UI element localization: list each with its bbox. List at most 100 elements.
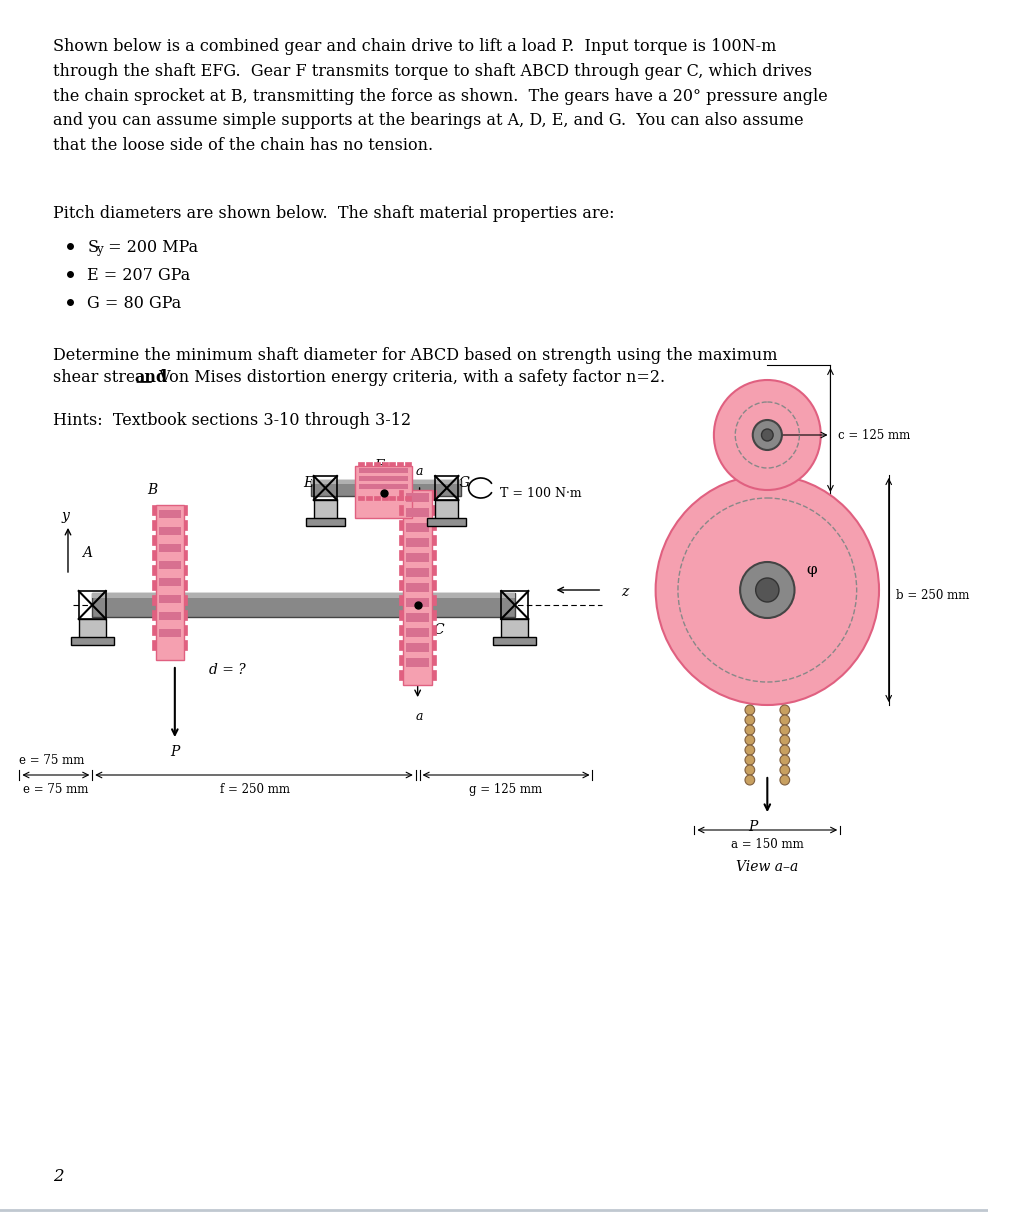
Bar (427, 518, 466, 527)
Bar (184, 550, 187, 560)
Bar (93, 592, 515, 617)
Text: S: S (87, 239, 99, 256)
Bar (400, 490, 403, 500)
Bar (184, 595, 187, 605)
Bar (432, 670, 436, 680)
Bar (432, 564, 436, 575)
Text: y: y (97, 243, 103, 256)
Text: y: y (772, 441, 780, 455)
Bar (157, 505, 184, 659)
Circle shape (780, 725, 789, 735)
Circle shape (780, 705, 789, 716)
Bar (403, 490, 432, 685)
Circle shape (780, 745, 789, 755)
Bar (153, 610, 157, 620)
Bar (398, 462, 403, 466)
Bar (78, 619, 106, 639)
Bar (184, 505, 187, 514)
Bar (390, 496, 396, 500)
Bar (406, 658, 429, 667)
Bar (184, 580, 187, 590)
Text: φ: φ (806, 563, 817, 577)
Bar (400, 640, 403, 650)
Bar (153, 580, 157, 590)
Bar (406, 538, 429, 547)
Circle shape (745, 716, 755, 725)
Bar (153, 521, 157, 530)
Text: Von Mises distortion energy criteria, with a safety factor n=2.: Von Mises distortion energy criteria, wi… (154, 369, 665, 386)
Bar (400, 550, 403, 560)
Bar (432, 521, 436, 530)
Text: Shown below is a combined gear and chain drive to lift a load P.  Input torque i: Shown below is a combined gear and chain… (54, 38, 828, 154)
Bar (400, 625, 403, 635)
Bar (153, 550, 157, 560)
Bar (400, 595, 403, 605)
Text: T = 100 N·m: T = 100 N·m (500, 486, 582, 500)
Bar (313, 500, 337, 521)
Text: g = 125 mm: g = 125 mm (469, 783, 542, 796)
Bar (432, 580, 436, 590)
Bar (400, 564, 403, 575)
Circle shape (756, 578, 779, 602)
Text: C: C (433, 623, 444, 638)
Bar (160, 595, 181, 603)
Bar (400, 521, 403, 530)
Bar (153, 535, 157, 545)
Text: a: a (416, 464, 423, 478)
Bar (359, 484, 408, 489)
Bar (400, 505, 403, 514)
Bar (405, 496, 411, 500)
Text: A: A (82, 546, 93, 560)
Text: View a–a: View a–a (736, 859, 798, 874)
Bar (153, 564, 157, 575)
Bar (374, 496, 379, 500)
Bar (184, 521, 187, 530)
Bar (78, 591, 106, 619)
Text: G: G (459, 475, 470, 490)
Circle shape (745, 766, 755, 775)
Bar (160, 629, 181, 638)
Bar (406, 628, 429, 638)
Bar (432, 550, 436, 560)
Bar (366, 462, 372, 466)
Bar (153, 595, 157, 605)
Text: 2: 2 (54, 1168, 64, 1185)
Bar (184, 625, 187, 635)
Text: b = 250 mm: b = 250 mm (897, 589, 970, 601)
Bar (160, 578, 181, 586)
Bar (184, 640, 187, 650)
Bar (406, 523, 429, 531)
Text: y: y (61, 510, 69, 523)
Bar (381, 462, 387, 466)
Text: and: and (134, 369, 168, 386)
Bar (358, 462, 364, 466)
Text: Hints:  Textbook sections 3-10 through 3-12: Hints: Textbook sections 3-10 through 3-… (54, 412, 412, 429)
Bar (493, 638, 536, 645)
Text: P: P (170, 745, 180, 759)
Bar (435, 475, 459, 500)
Bar (406, 583, 429, 592)
Circle shape (780, 755, 789, 766)
Bar (160, 612, 181, 620)
Text: shear stress: shear stress (54, 369, 158, 386)
Bar (432, 490, 436, 500)
Text: D: D (514, 623, 525, 638)
Bar (359, 475, 408, 482)
Bar (432, 595, 436, 605)
Text: e = 75 mm: e = 75 mm (19, 753, 84, 767)
Bar (406, 613, 429, 622)
Bar (406, 642, 429, 652)
Bar (374, 462, 379, 466)
Bar (398, 496, 403, 500)
Bar (432, 625, 436, 635)
Bar (400, 610, 403, 620)
Circle shape (780, 766, 789, 775)
Circle shape (656, 475, 879, 705)
Bar (432, 640, 436, 650)
Bar (501, 591, 529, 619)
Text: P: P (749, 820, 758, 834)
Bar (71, 638, 114, 645)
Bar (432, 535, 436, 545)
Circle shape (745, 755, 755, 766)
Bar (311, 480, 462, 484)
